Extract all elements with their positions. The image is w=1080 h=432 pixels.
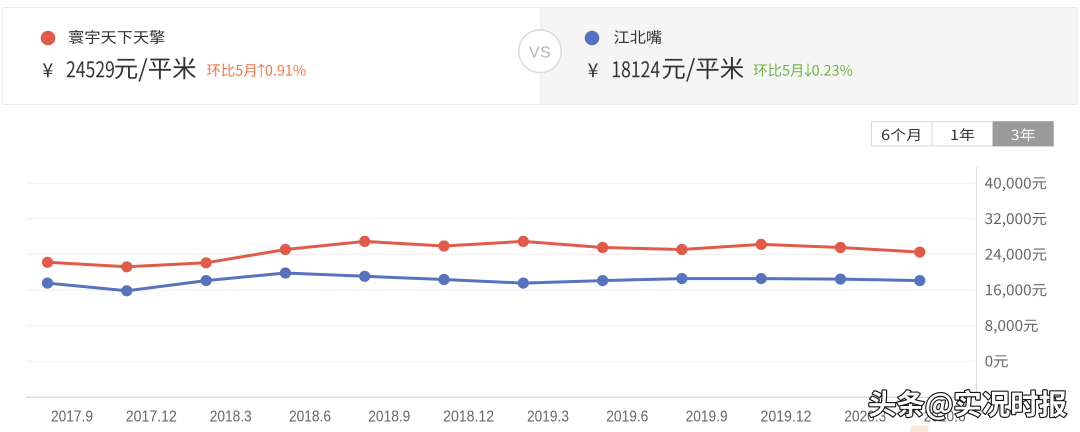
svg-text:2017.12: 2017.12 — [126, 409, 177, 426]
svg-text:2018.6: 2018.6 — [289, 409, 331, 426]
svg-text:2018.9: 2018.9 — [368, 409, 410, 426]
svg-text:2017.9: 2017.9 — [51, 409, 93, 426]
svg-text:2019.3: 2019.3 — [527, 409, 569, 426]
svg-text:VS: VS — [529, 45, 551, 62]
svg-text:2019.12: 2019.12 — [761, 409, 812, 426]
svg-text:2018.12: 2018.12 — [443, 409, 494, 426]
svg-text:2018.3: 2018.3 — [210, 409, 252, 426]
svg-text:2019.6: 2019.6 — [606, 409, 648, 426]
svg-text:2019.9: 2019.9 — [686, 409, 728, 426]
